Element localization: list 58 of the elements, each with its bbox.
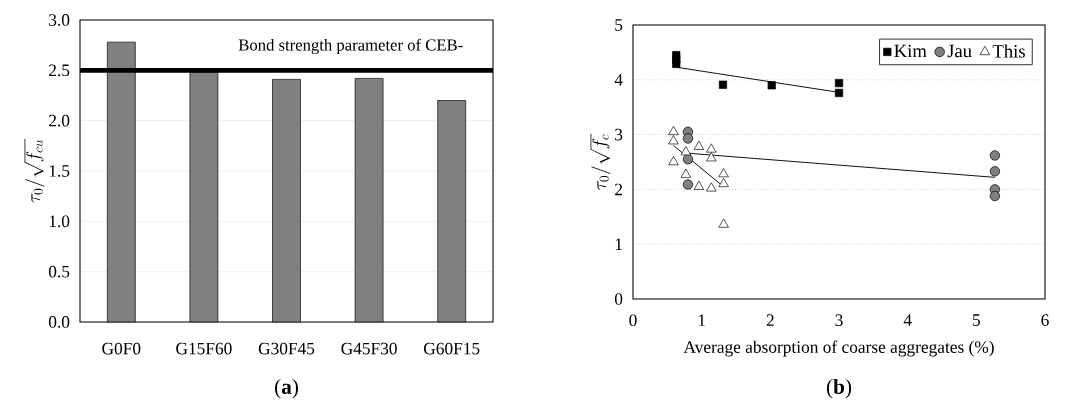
point — [682, 179, 694, 190]
y-tick-label: 3 — [615, 128, 623, 141]
x-tick-label: G30F45 — [258, 342, 315, 355]
point — [672, 59, 681, 68]
point — [718, 80, 728, 89]
legend-label: This — [992, 44, 1025, 58]
y-tick-label: 1 — [615, 238, 622, 250]
point — [706, 182, 717, 192]
point — [693, 180, 705, 190]
point — [767, 81, 776, 90]
y-tick-label: 2.0 — [49, 114, 70, 127]
point — [834, 79, 844, 88]
point — [682, 154, 694, 165]
point — [682, 133, 694, 144]
x-tick-label: G60F15 — [424, 342, 480, 355]
text: (b) — [826, 378, 852, 399]
x-axis-title: Average absorption of coarse aggregates (%) — [683, 340, 994, 357]
y-tick-label: 1.0 — [49, 215, 70, 228]
point — [693, 140, 705, 150]
point — [680, 168, 692, 178]
point — [718, 168, 729, 178]
point — [706, 152, 717, 162]
x-tick-label: 5 — [973, 314, 980, 326]
point — [668, 156, 679, 166]
x-tick-label: 3 — [835, 314, 843, 327]
y-tick-label: 2 — [615, 183, 623, 196]
x-tick-label: G15F60 — [176, 342, 232, 355]
point — [989, 150, 1001, 161]
y-tick-label: 0.5 — [48, 265, 70, 278]
y-tick-label: 2.5 — [49, 64, 70, 77]
point — [989, 190, 1001, 202]
x-tick-label: G0F0 — [102, 342, 141, 355]
y-tick-label: 3.0 — [49, 14, 70, 26]
x-tick-label: 6 — [1041, 314, 1049, 327]
point — [718, 177, 729, 188]
point — [680, 146, 692, 156]
point — [989, 166, 1001, 177]
x-tick-label: 0 — [629, 314, 637, 327]
x-tick-label: 4 — [903, 314, 912, 326]
ref-line-label: Bond strength parameter of CEB- — [238, 38, 463, 55]
y-tick-label: 4 — [614, 74, 623, 86]
point — [668, 135, 679, 145]
legend-label: Kim — [894, 44, 927, 58]
y-tick-label: 0 — [614, 293, 623, 305]
point — [706, 143, 717, 153]
point — [834, 88, 844, 98]
text: (a) — [275, 378, 299, 399]
point — [668, 125, 679, 135]
x-tick-label: 1 — [698, 314, 705, 326]
y-axis-title: $\tau_0/\sqrt{f_{cu}}$ — [24, 138, 45, 203]
y-axis-title: $\tau_0/\sqrt{f_c}$ — [590, 133, 611, 190]
y-tick-label: 0.0 — [48, 316, 70, 328]
x-tick-label: G45F30 — [341, 342, 397, 355]
point — [718, 218, 729, 228]
legend-label: Jau — [947, 44, 972, 58]
x-tick-label: 2 — [766, 314, 774, 326]
y-tick-label: 5 — [615, 19, 623, 31]
y-tick-label: 1.5 — [49, 165, 70, 177]
